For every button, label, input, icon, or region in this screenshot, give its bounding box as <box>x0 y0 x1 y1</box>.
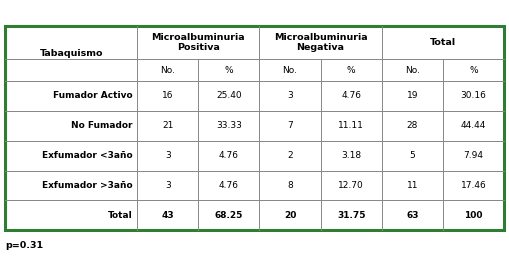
Text: 68.25: 68.25 <box>215 211 243 220</box>
Text: 25.40: 25.40 <box>216 91 242 100</box>
Text: No.: No. <box>405 66 420 75</box>
Text: 4.76: 4.76 <box>341 91 361 100</box>
Text: Exfumador <3año: Exfumador <3año <box>42 151 132 160</box>
Text: Microalbuminuria
Negativa: Microalbuminuria Negativa <box>274 33 367 52</box>
Text: 4.76: 4.76 <box>219 151 239 160</box>
Text: Total: Total <box>107 211 132 220</box>
Text: Fumador Activo: Fumador Activo <box>52 91 132 100</box>
Text: 33.33: 33.33 <box>216 121 242 130</box>
Text: 12.70: 12.70 <box>338 181 364 190</box>
Text: 20: 20 <box>284 211 296 220</box>
Text: 2: 2 <box>287 151 293 160</box>
Text: 7: 7 <box>287 121 293 130</box>
Text: 100: 100 <box>464 211 483 220</box>
Text: 3: 3 <box>287 91 293 100</box>
Text: Total: Total <box>430 38 456 47</box>
Text: 7.94: 7.94 <box>463 151 484 160</box>
Text: No Fumador: No Fumador <box>71 121 132 130</box>
Text: 11.11: 11.11 <box>338 121 364 130</box>
Text: 63: 63 <box>406 211 418 220</box>
Text: 3.18: 3.18 <box>341 151 361 160</box>
Text: 4.76: 4.76 <box>219 181 239 190</box>
Text: No.: No. <box>282 66 298 75</box>
Text: %: % <box>224 66 233 75</box>
Text: %: % <box>347 66 355 75</box>
Text: 5: 5 <box>409 151 415 160</box>
Text: 43: 43 <box>161 211 174 220</box>
Text: 8: 8 <box>287 181 293 190</box>
Text: No.: No. <box>160 66 175 75</box>
Text: 11: 11 <box>407 181 418 190</box>
Bar <box>5 26 504 230</box>
Text: p=0.31: p=0.31 <box>5 241 43 250</box>
Text: 21: 21 <box>162 121 174 130</box>
Text: 17.46: 17.46 <box>461 181 486 190</box>
Text: %: % <box>469 66 477 75</box>
Text: 16: 16 <box>162 91 174 100</box>
Text: 31.75: 31.75 <box>337 211 365 220</box>
Text: 28: 28 <box>407 121 418 130</box>
Text: 44.44: 44.44 <box>461 121 486 130</box>
Text: 3: 3 <box>165 151 171 160</box>
Text: 30.16: 30.16 <box>461 91 486 100</box>
Text: 3: 3 <box>165 181 171 190</box>
Text: 19: 19 <box>407 91 418 100</box>
Text: Tabaquismo: Tabaquismo <box>39 49 103 58</box>
Text: Microalbuminuria
Positiva: Microalbuminuria Positiva <box>152 33 245 52</box>
Text: Exfumador >3año: Exfumador >3año <box>42 181 132 190</box>
